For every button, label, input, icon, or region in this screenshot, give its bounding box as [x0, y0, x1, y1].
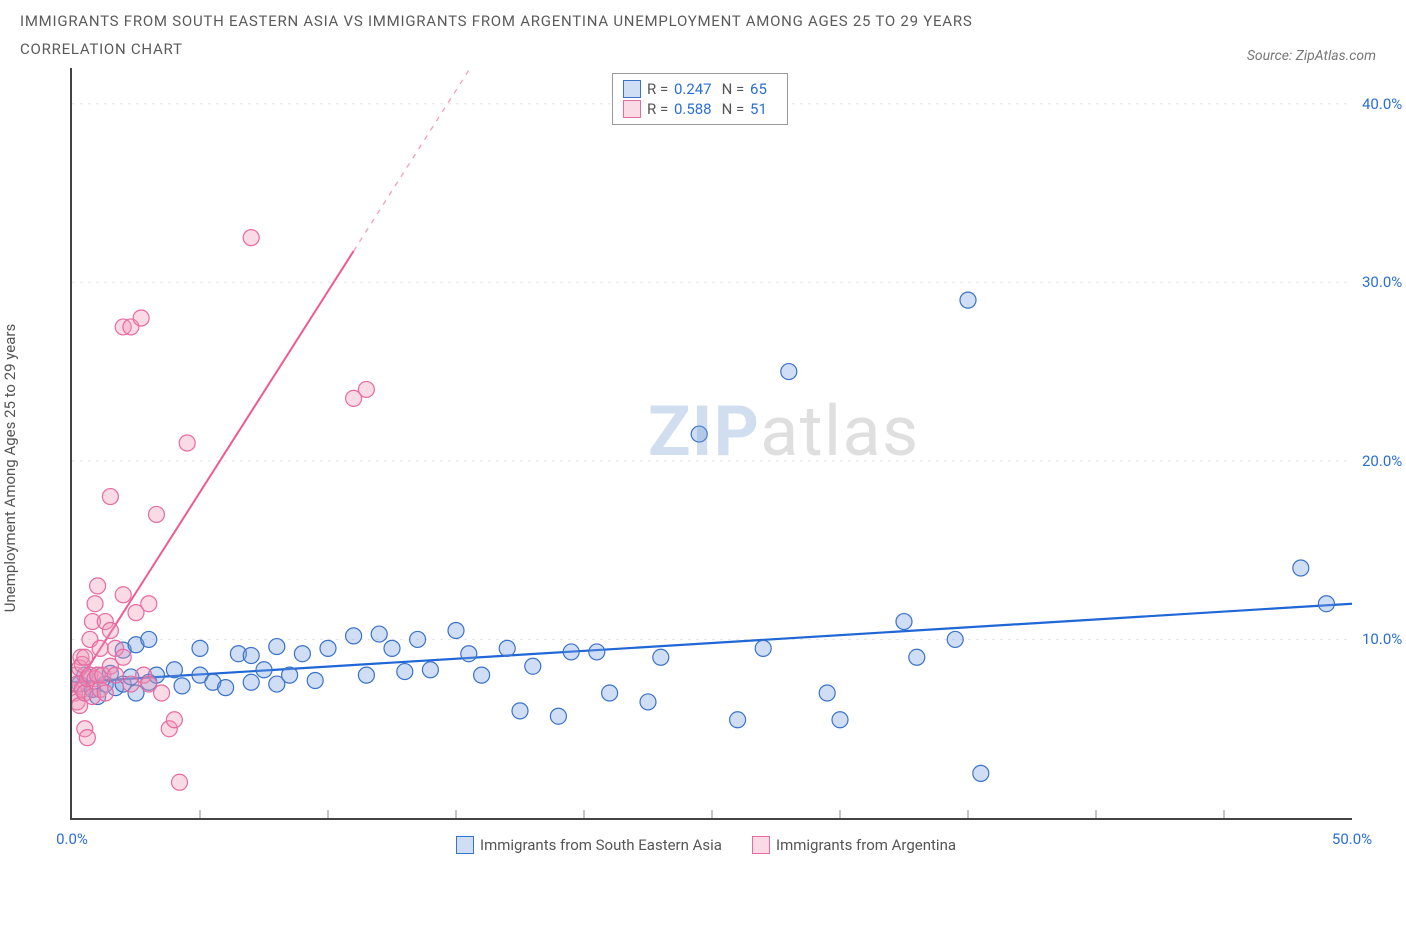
y-tick-label: 10.0% — [1362, 630, 1402, 648]
plot-area: ZIPatlas R = 0.247N = 65R = 0.588N = 51 … — [70, 68, 1352, 820]
source-prefix: Source: — [1247, 48, 1296, 64]
legend-series-item: Immigrants from South Eastern Asia — [456, 836, 722, 854]
y-tick-label: 40.0% — [1362, 95, 1402, 113]
legend-swatch — [623, 80, 641, 98]
x-tick-min: 0.0% — [56, 830, 88, 848]
source-name: ZipAtlas.com — [1296, 48, 1376, 64]
legend-stats: R = 0.247N = 65 R = 0.588N = 51 — [612, 73, 788, 125]
y-tick-label: 20.0% — [1362, 452, 1402, 470]
plot-svg — [72, 68, 1352, 818]
legend-series-name: Immigrants from South Eastern Asia — [480, 836, 722, 854]
legend-stats-row: R = 0.588N = 51 — [623, 100, 777, 118]
header: IMMIGRANTS FROM SOUTH EASTERN ASIA VS IM… — [0, 0, 1406, 58]
legend-series-item: Immigrants from Argentina — [752, 836, 956, 854]
legend-swatch — [456, 836, 474, 854]
title-main: IMMIGRANTS FROM SOUTH EASTERN ASIA VS IM… — [20, 12, 1386, 30]
legend-stats-row: R = 0.247N = 65 — [623, 80, 777, 98]
legend-swatch — [623, 100, 641, 118]
x-tick-max: 50.0% — [1332, 830, 1372, 848]
legend-series: Immigrants from South Eastern Asia Immigr… — [456, 836, 956, 854]
legend-swatch — [752, 836, 770, 854]
source-attribution: Source: ZipAtlas.com — [1247, 48, 1376, 64]
y-tick-label: 30.0% — [1362, 273, 1402, 291]
y-axis-title: Unemployment Among Ages 25 to 29 years — [1, 324, 19, 612]
correlation-chart: Unemployment Among Ages 25 to 29 years Z… — [20, 68, 1370, 868]
legend-series-name: Immigrants from Argentina — [776, 836, 956, 854]
title-sub: CORRELATION CHART — [20, 40, 1386, 58]
